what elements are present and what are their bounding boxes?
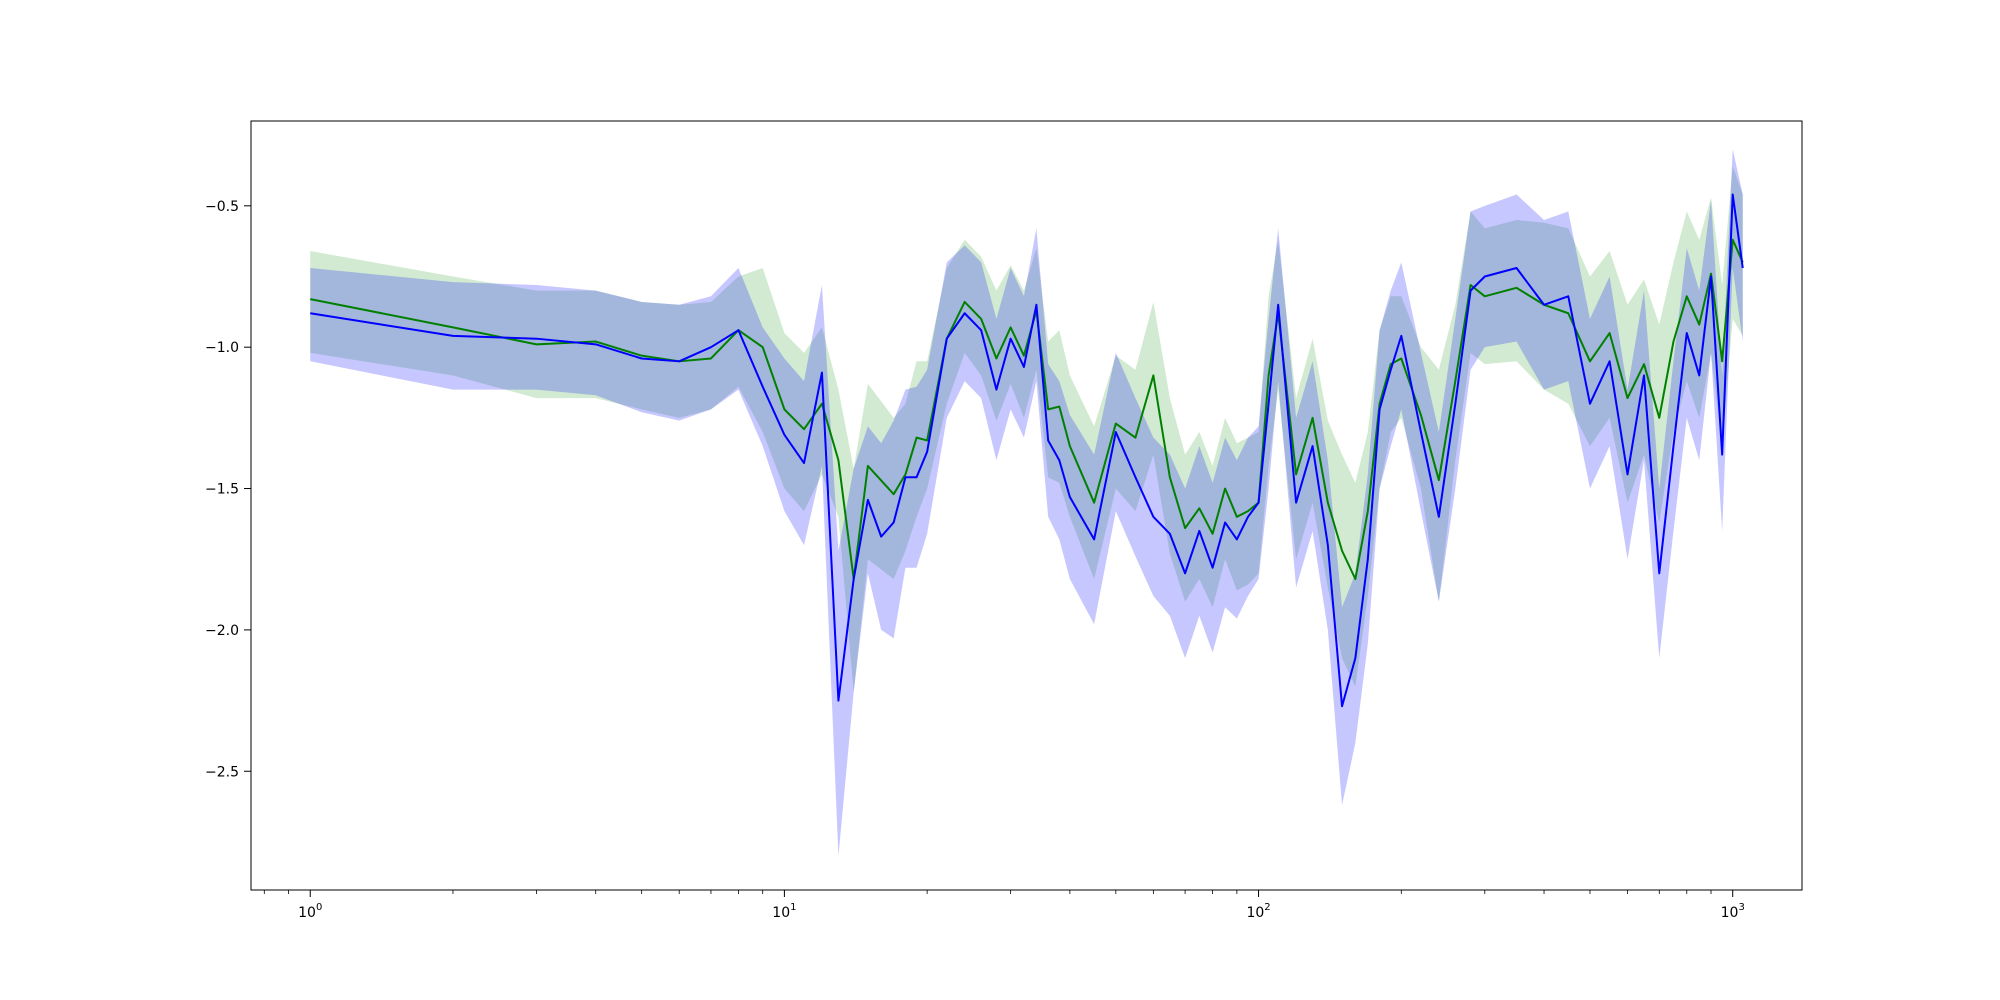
- y-tick-label: −2.0: [205, 623, 239, 639]
- x-tick-label: 100: [298, 902, 322, 921]
- confidence-bands: [310, 149, 1743, 857]
- x-tick-label: 103: [1721, 902, 1745, 921]
- x-axis: 100 101 102 103: [263, 890, 1745, 921]
- y-tick-label: −2.5: [205, 764, 239, 780]
- y-tick-label: −1.5: [205, 482, 239, 498]
- x-tick-label: 101: [772, 902, 796, 921]
- series-line-2: [310, 193, 1744, 708]
- confidence-band-2: [310, 149, 1743, 857]
- confidence-band-1: [310, 166, 1743, 693]
- plot-area: [310, 149, 1744, 857]
- y-axis: −0.5 −1.0 −1.5 −2.0 −2.5: [205, 199, 251, 780]
- y-tick-label: −0.5: [205, 199, 239, 215]
- axes-frame: [250, 120, 1803, 891]
- x-tick-label: 102: [1246, 902, 1270, 921]
- y-tick-label: −1.0: [205, 340, 239, 356]
- series-line-1: [310, 238, 1744, 581]
- series-lines: [310, 193, 1744, 708]
